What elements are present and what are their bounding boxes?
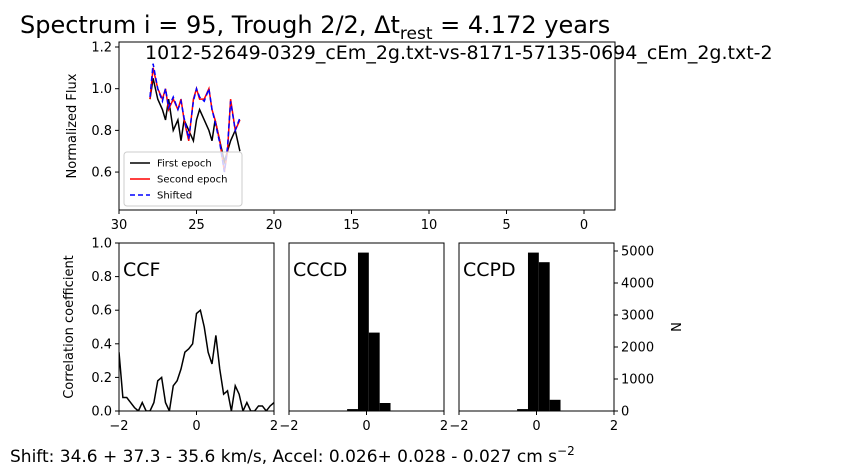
x-tick-label: −2 [279,419,298,434]
y-tick-label: 0.8 [91,270,112,285]
y-tick-label: 0.6 [91,166,112,181]
footer: Shift: 34.6 + 37.3 - 35.6 km/s, Accel: 0… [10,444,575,467]
annotation: CCF [123,259,160,281]
legend-label: Second epoch [157,175,227,186]
y-axis-label: Correlation coefficient [62,255,77,399]
x-tick-label: 15 [343,218,360,233]
legend-label: Shifted [157,191,192,202]
x-tick-label: −2 [449,419,468,434]
x-tick-label: −2 [109,419,128,434]
x-tick-label: 2 [440,419,448,434]
hist-bar [527,252,539,411]
x-tick-label: 25 [188,218,205,233]
title-subscript: rest [400,24,433,44]
y-tick-label: 1.2 [91,41,112,56]
subtitle: 1012-52649-0329_cEm_2g.txt-vs-8171-57135… [145,42,773,64]
x-tick-label: 0 [580,218,588,233]
y-tick-label: 0.0 [91,405,112,420]
plot-area [119,308,274,411]
y-tick-label: 3000 [621,309,654,324]
data-line [119,308,274,411]
hist-bar [517,409,528,411]
x-tick-label: 2 [270,419,278,434]
y-axis-label: N [670,322,685,332]
x-tick-label: 0 [192,419,200,434]
x-tick-label: 2 [610,419,618,434]
hist-bar [357,252,369,411]
legend-label: First epoch [157,159,212,170]
x-tick-label: 5 [502,218,510,233]
footer-superscript: −2 [557,444,575,458]
axes-frame [118,41,616,211]
y-tick-label: 1.0 [91,237,112,252]
annotation: CCCD [293,259,347,281]
x-tick-label: 0 [532,419,540,434]
footer-main: Shift: 34.6 + 37.3 - 35.6 km/s, Accel: 0… [10,447,557,467]
y-tick-label: 5000 [621,245,654,260]
y-tick-label: 0.4 [91,337,112,352]
y-tick-label: 4000 [621,277,654,292]
y-tick-label: 0.2 [91,371,112,386]
title-end: = 4.172 years [433,11,611,39]
y-tick-label: 0.8 [91,124,112,139]
figure-title: Spectrum i = 95, Trough 2/2, Δtrest = 4.… [20,11,610,44]
x-tick-label: 0 [362,419,370,434]
y-tick-label: 1.0 [91,82,112,97]
hist-bar [549,399,561,411]
y-tick-label: 0.6 [91,304,112,319]
y-tick-label: 2000 [621,341,654,356]
title-main: Spectrum i = 95, Trough 2/2, Δt [20,11,400,39]
x-tick-label: 10 [421,218,438,233]
y-tick-label: 1000 [621,373,654,388]
hist-bar [538,262,550,411]
plot-area [517,252,561,411]
annotation: CCPD [463,259,516,281]
x-tick-label: 30 [111,218,128,233]
y-axis-label: Normalized Flux [65,73,80,178]
hist-bar [379,403,391,411]
legend-box [123,151,243,207]
x-tick-label: 20 [266,218,283,233]
plot-area [347,252,391,411]
hist-bar [347,409,358,411]
hist-bar [368,332,380,411]
y-tick-label: 0 [621,405,629,420]
